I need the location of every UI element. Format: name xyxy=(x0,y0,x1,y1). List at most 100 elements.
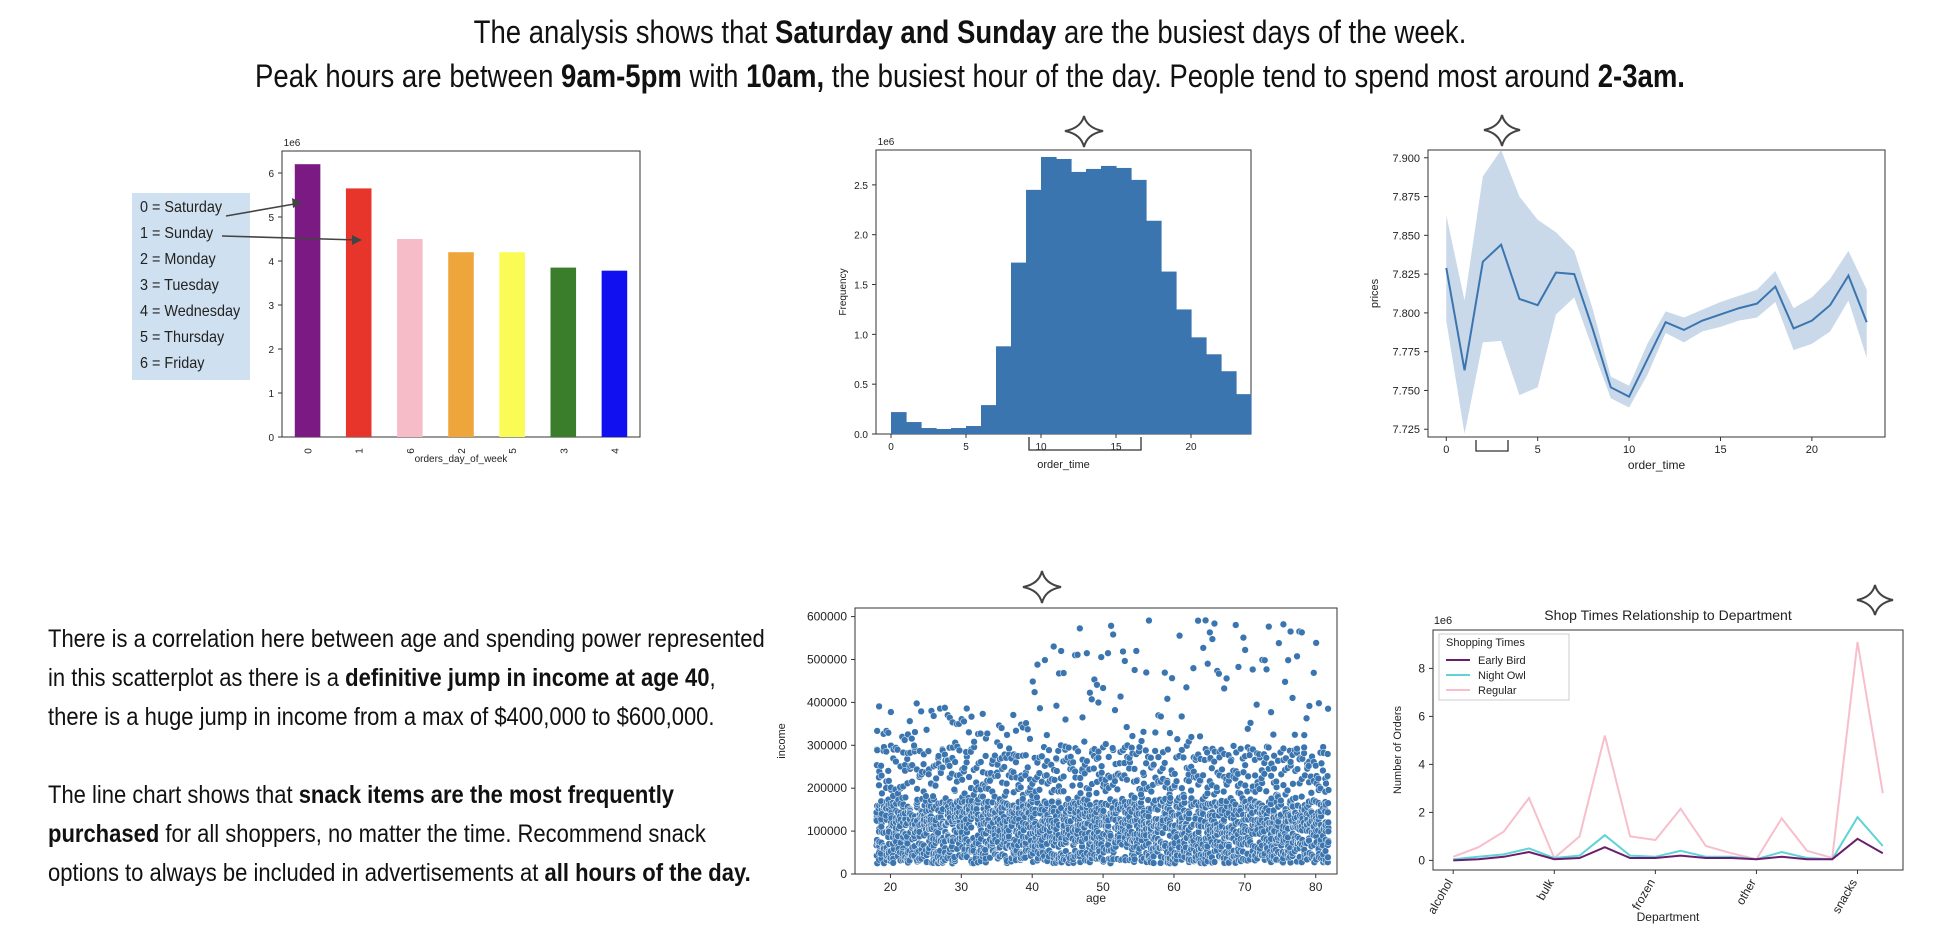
scatter-point xyxy=(1196,732,1204,741)
scatter-point xyxy=(1222,674,1231,683)
scatter-point xyxy=(1093,681,1101,689)
y-tick-label: 300000 xyxy=(807,738,847,752)
bar xyxy=(448,252,474,437)
scatter-point xyxy=(1324,838,1332,846)
day-legend-item: 2 = Monday xyxy=(140,251,216,268)
y-tick-label: 0 xyxy=(840,867,847,881)
scatter-point xyxy=(908,761,916,769)
scatter-point xyxy=(1215,670,1223,678)
scatter-point xyxy=(1071,767,1079,776)
histogram-bar xyxy=(1011,262,1027,434)
day-legend-item: 6 = Friday xyxy=(140,355,205,372)
paragraph-text: There is a correlation here between age … xyxy=(48,625,765,653)
scatter-point xyxy=(1324,827,1333,836)
scatter-point xyxy=(875,781,883,789)
scatter-point xyxy=(1076,789,1085,797)
y-axis-label: income xyxy=(776,723,788,758)
scatter-point xyxy=(1137,790,1145,799)
scatter-point xyxy=(1293,765,1302,773)
scatter-point xyxy=(1142,746,1150,755)
paragraph-text: there is a huge jump in income from a ma… xyxy=(48,703,715,731)
scatter-point xyxy=(1237,745,1245,753)
x-tick-label: other xyxy=(1733,877,1759,908)
scatter-point xyxy=(1052,754,1060,763)
scatter-point xyxy=(1078,713,1087,722)
scatter-point xyxy=(1050,776,1059,784)
scatter-point xyxy=(931,782,940,790)
y-tick-label: 2.5 xyxy=(854,181,868,192)
x-tick-label: 20 xyxy=(884,880,898,894)
y-tick-label: 7.875 xyxy=(1392,192,1420,204)
scatter-point xyxy=(965,773,973,781)
scatter-point xyxy=(1293,652,1301,660)
scatter-point xyxy=(913,699,921,708)
bar xyxy=(397,239,423,437)
scatter-point xyxy=(1076,774,1084,782)
y-tick-label: 6 xyxy=(268,169,274,180)
y-tick-label: 0.0 xyxy=(854,430,868,441)
plot-frame xyxy=(854,607,1338,875)
scatter-point xyxy=(1130,794,1139,802)
scatter-point xyxy=(877,823,885,831)
x-axis-label: orders_day_of_week xyxy=(415,454,509,465)
scatter-point xyxy=(1000,763,1008,771)
legend-title: Shopping Times xyxy=(1446,637,1525,649)
scatter-point xyxy=(1057,647,1065,655)
scatter-point xyxy=(1085,790,1093,799)
scatter-point xyxy=(1157,712,1165,721)
scale-label: 1e6 xyxy=(1434,615,1452,627)
y-tick-label: 6 xyxy=(1418,709,1425,723)
scatter-point xyxy=(922,792,930,800)
scatter-point xyxy=(967,713,976,721)
scatter-point xyxy=(1012,758,1020,766)
scatter-point xyxy=(1289,780,1297,788)
scatter-point xyxy=(1178,712,1186,721)
x-tick-label: 15 xyxy=(1714,444,1726,456)
x-axis-label: Department xyxy=(1637,910,1700,924)
x-tick-label: bulk xyxy=(1534,876,1558,903)
scatter-point xyxy=(1130,765,1139,773)
scatter-point xyxy=(1059,787,1068,795)
scatter-point xyxy=(1083,649,1091,657)
scatter-point xyxy=(1213,783,1221,792)
bar xyxy=(550,267,577,437)
x-tick-label: 40 xyxy=(1026,880,1040,894)
sparkle-icon xyxy=(1483,114,1521,147)
scatter-point xyxy=(1324,786,1333,794)
scatter-point xyxy=(1310,669,1318,677)
scatter-point xyxy=(1053,767,1061,775)
paragraph-text: , xyxy=(709,664,716,692)
chart-title: Shop Times Relationship to Department xyxy=(1544,607,1792,623)
scatter-point xyxy=(913,785,921,793)
histogram-bar xyxy=(966,426,982,434)
scatter-point xyxy=(950,785,958,794)
bar xyxy=(499,252,525,437)
scatter-point xyxy=(1164,745,1172,754)
headline-line-2: Peak hours are between 9am-5pm with 10am… xyxy=(136,58,1804,95)
scatter-point xyxy=(1086,689,1094,697)
scatter-point xyxy=(1265,623,1273,631)
scatter-point xyxy=(1099,807,1107,815)
y-axis-label: prices xyxy=(1369,278,1381,308)
y-tick-label: 200000 xyxy=(807,781,847,795)
scatter-point xyxy=(977,758,985,766)
scatter-point xyxy=(1097,653,1105,661)
scatter-point xyxy=(1111,706,1119,714)
scatter-point xyxy=(1291,794,1300,802)
scatter-point xyxy=(1253,701,1261,709)
histogram-bar xyxy=(906,422,922,434)
scatter-point xyxy=(1288,694,1297,702)
scatter-point xyxy=(991,751,999,760)
scatter-point xyxy=(1298,628,1306,637)
scatter-point xyxy=(1264,743,1273,752)
scatter-point xyxy=(1199,644,1207,652)
scatter-point xyxy=(1149,761,1158,769)
paragraph-text: for all shoppers, no matter the time. Re… xyxy=(159,820,706,848)
y-tick-label: 100000 xyxy=(807,824,847,838)
scatter-point xyxy=(1301,771,1309,780)
scatter-point xyxy=(1314,774,1322,783)
x-tick-label: 30 xyxy=(955,880,969,894)
scatter-point xyxy=(1073,651,1082,659)
y-tick-label: 7.900 xyxy=(1392,153,1420,165)
scatter-point xyxy=(1139,769,1147,777)
